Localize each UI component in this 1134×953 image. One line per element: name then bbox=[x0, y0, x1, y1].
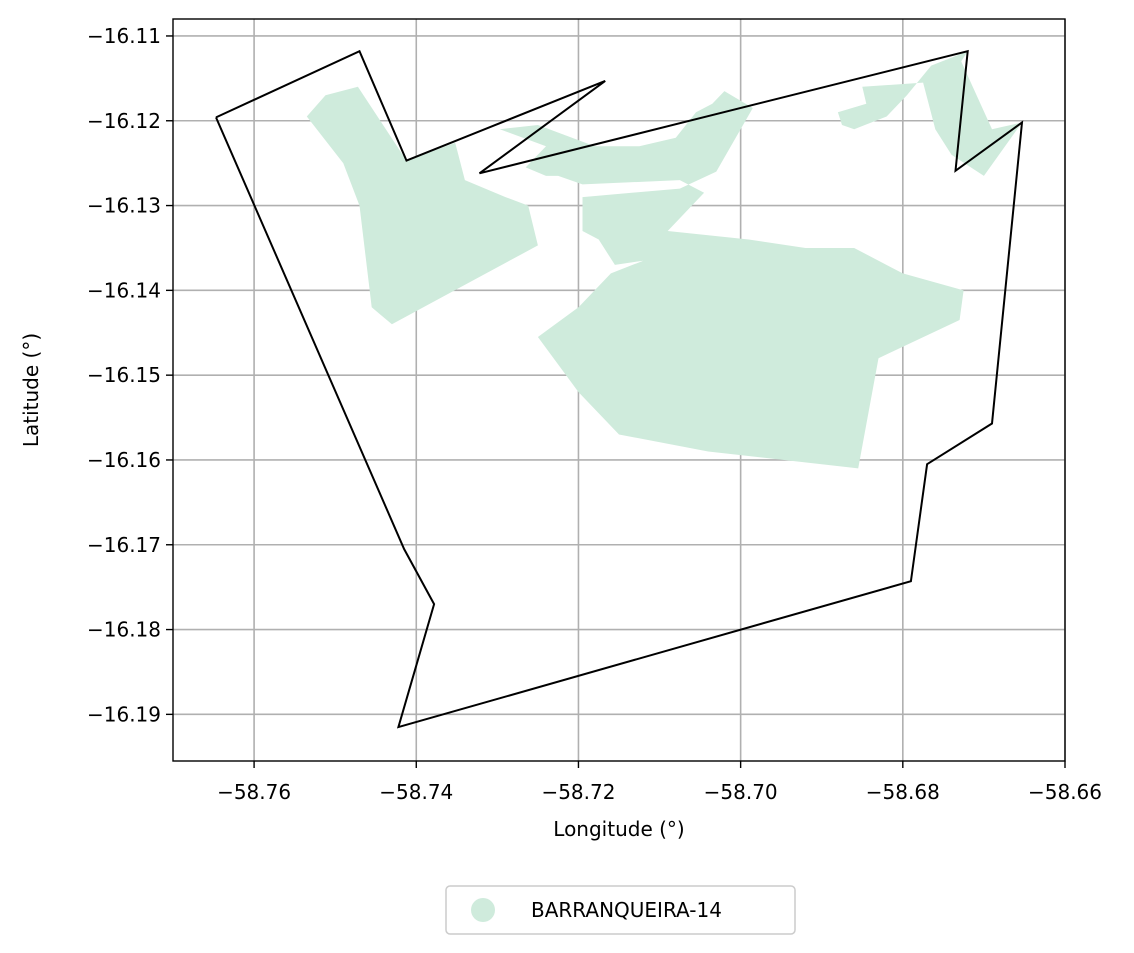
x-tick-label: −58.68 bbox=[866, 780, 940, 804]
y-tick-label: −16.14 bbox=[87, 278, 161, 302]
land-polygon bbox=[499, 91, 964, 469]
y-tick-label: −16.16 bbox=[87, 448, 161, 472]
legend: BARRANQUEIRA-14 bbox=[445, 885, 796, 935]
y-axis-title: Latitude (°) bbox=[19, 333, 43, 447]
y-tick-label: −16.15 bbox=[87, 363, 161, 387]
y-axis-ticks: −16.11 −16.12 −16.13 −16.14 −16.15 −16.16 −16.… bbox=[87, 24, 173, 726]
x-tick-label: −58.72 bbox=[541, 780, 615, 804]
plot-frame bbox=[172, 18, 1066, 762]
land-polygon bbox=[306, 86, 538, 325]
land-polygon bbox=[837, 51, 1022, 176]
y-tick-label: −16.17 bbox=[87, 533, 161, 557]
y-tick-label: −16.18 bbox=[87, 618, 161, 642]
boundary-outline bbox=[215, 49, 1024, 729]
x-tick-label: −58.74 bbox=[379, 780, 453, 804]
legend-frame bbox=[445, 885, 796, 935]
y-tick-label: −16.13 bbox=[87, 194, 161, 218]
legend-label: BARRANQUEIRA-14 bbox=[531, 898, 722, 922]
land-areas bbox=[306, 51, 1022, 469]
y-tick-label: −16.12 bbox=[87, 109, 161, 133]
x-tick-label: −58.66 bbox=[1028, 780, 1102, 804]
legend-marker-icon bbox=[471, 898, 495, 922]
boundary-line bbox=[215, 49, 1024, 729]
y-tick-label: −16.19 bbox=[87, 702, 161, 726]
y-tick-label: −16.11 bbox=[87, 24, 161, 48]
x-tick-label: −58.70 bbox=[704, 780, 778, 804]
x-axis-title: Longitude (°) bbox=[553, 817, 684, 841]
x-tick-label: −58.76 bbox=[217, 780, 291, 804]
x-axis-ticks: −58.76 −58.74 −58.72 −58.70 −58.68 −58.66 bbox=[217, 761, 1102, 804]
